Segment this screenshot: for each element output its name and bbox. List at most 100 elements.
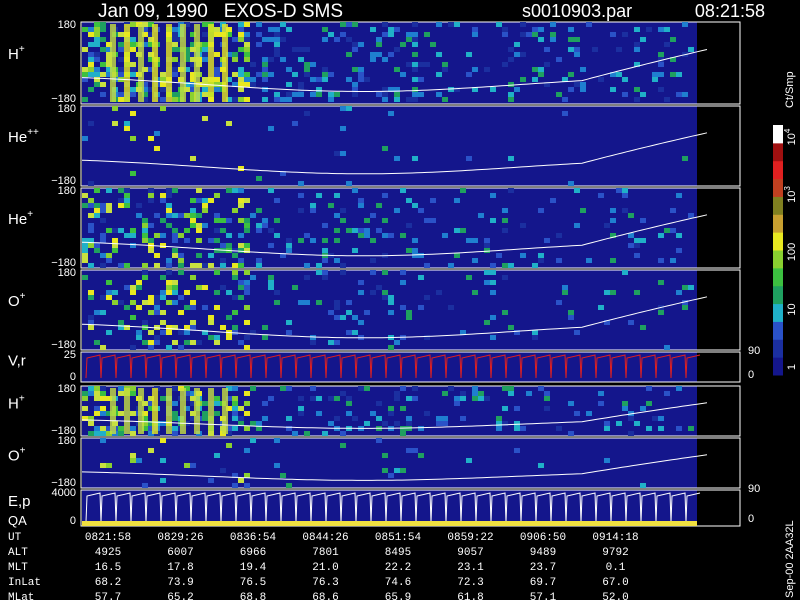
spectrogram-cell [538,37,544,42]
spectrogram-cell [412,67,418,72]
axis-top-label: 180 [58,103,76,115]
spectrogram-cell [190,82,196,87]
spectrogram-cell [340,443,346,448]
spectrogram-cell [286,97,292,102]
axis-top-label: 180 [58,435,76,447]
right-axis-label: 0 [748,369,754,381]
spectrogram-cell [238,82,244,87]
spectrogram-cell [274,97,280,102]
spectrogram-cell [106,208,112,213]
spectrogram-cell [154,253,160,258]
spectrogram-cell [358,42,364,47]
spectrogram-cell [340,151,346,156]
spectrogram-cell [364,310,370,315]
spectrogram-cell [484,248,490,253]
spectrogram-cell [256,32,262,37]
spectrogram-cell [154,233,160,238]
spectrogram-cell [106,52,112,57]
spectrogram-cell [100,47,106,52]
spectrogram-cell [232,401,238,406]
spectrogram-cell [436,22,442,27]
spectrogram-cell [394,208,400,213]
spectrogram-cell [472,290,478,295]
spectrogram-cell [502,32,508,37]
spectrogram-cell [610,258,616,263]
spectrogram-cell [160,421,166,426]
spectrogram-cell [376,228,382,233]
spectrogram-cell [178,213,184,218]
spectrogram-cell [658,72,664,77]
spectrogram-cell [538,27,544,32]
spectrogram-cell [202,42,208,47]
spectrogram-cell [100,463,106,468]
spectrogram-cell [244,77,250,82]
spectrogram-cell [574,330,580,335]
spectrogram-cell [142,87,148,92]
spectrogram-cell [94,310,100,315]
spectrogram-cell [628,213,634,218]
spectrogram-cell [172,290,178,295]
spectrogram-cell [376,416,382,421]
spectrogram-cell [634,97,640,102]
spectrogram-cell [394,27,400,32]
spectrogram-cell [544,47,550,52]
spectrogram-cell [382,295,388,300]
spectrogram-cell [274,463,280,468]
spectrogram-cell [394,92,400,97]
spectrogram-cell [232,263,238,268]
spectrogram-cell [106,47,112,52]
cell: 57.7 [95,592,121,600]
spectrogram-cell [106,203,112,208]
spectrogram-cell [574,82,580,87]
spectrogram-cell [382,468,388,473]
spectrogram-cell [274,92,280,97]
spectrogram-cell [568,27,574,32]
spectrogram-cell [166,325,172,330]
spectrogram-cell [328,340,334,345]
spectrogram-cell [274,233,280,238]
spectrogram-cell [238,27,244,32]
spectrogram-cell [172,57,178,62]
spectrogram-cell [286,426,292,431]
spectrogram-cell [556,426,562,431]
spectrogram-cell [466,275,472,280]
spectrogram-cell [520,52,526,57]
spectrogram-cell [220,285,226,290]
spectrogram-cell [310,386,316,391]
cell: 7801 [312,547,339,559]
spectrogram-cell [136,285,142,290]
row-name: ALT [8,547,28,559]
spectrogram-cell [160,396,166,401]
spectrogram-cell [154,305,160,310]
spectrogram-cell [148,67,154,72]
spectrogram-cell [94,32,100,37]
spectrogram-cell [610,233,616,238]
axis-bottom-label: −180 [51,175,76,187]
spectrogram-cell [340,391,346,396]
spectrogram-cell [400,42,406,47]
spectrogram-cell [238,416,244,421]
spectrogram-cell [304,62,310,67]
right-axis-label: 0 [748,513,754,525]
cell: 0.1 [606,562,626,574]
spectrogram-cell [484,67,490,72]
spectrogram-cell [214,32,220,37]
spectrogram-cell [424,295,430,300]
spectrogram-cell [316,77,322,82]
spectrogram-cell [268,243,274,248]
spectrogram-cell [154,213,160,218]
spectrogram-cell [148,198,154,203]
spectrogram-cell [172,42,178,47]
spectrogram-cell [142,416,148,421]
spectrogram-cell [106,411,112,416]
spectrogram-cell [484,243,490,248]
spectrogram-cell [322,27,328,32]
spectrogram-cell [214,335,220,340]
spectrogram-cell [520,22,526,27]
spectrogram-cell [244,305,250,310]
spectrogram-cell [442,97,448,102]
axis-top-label: 180 [58,185,76,197]
spectrogram-cell [568,87,574,92]
spectrogram-cell [280,473,286,478]
spectrogram-cell [244,280,250,285]
